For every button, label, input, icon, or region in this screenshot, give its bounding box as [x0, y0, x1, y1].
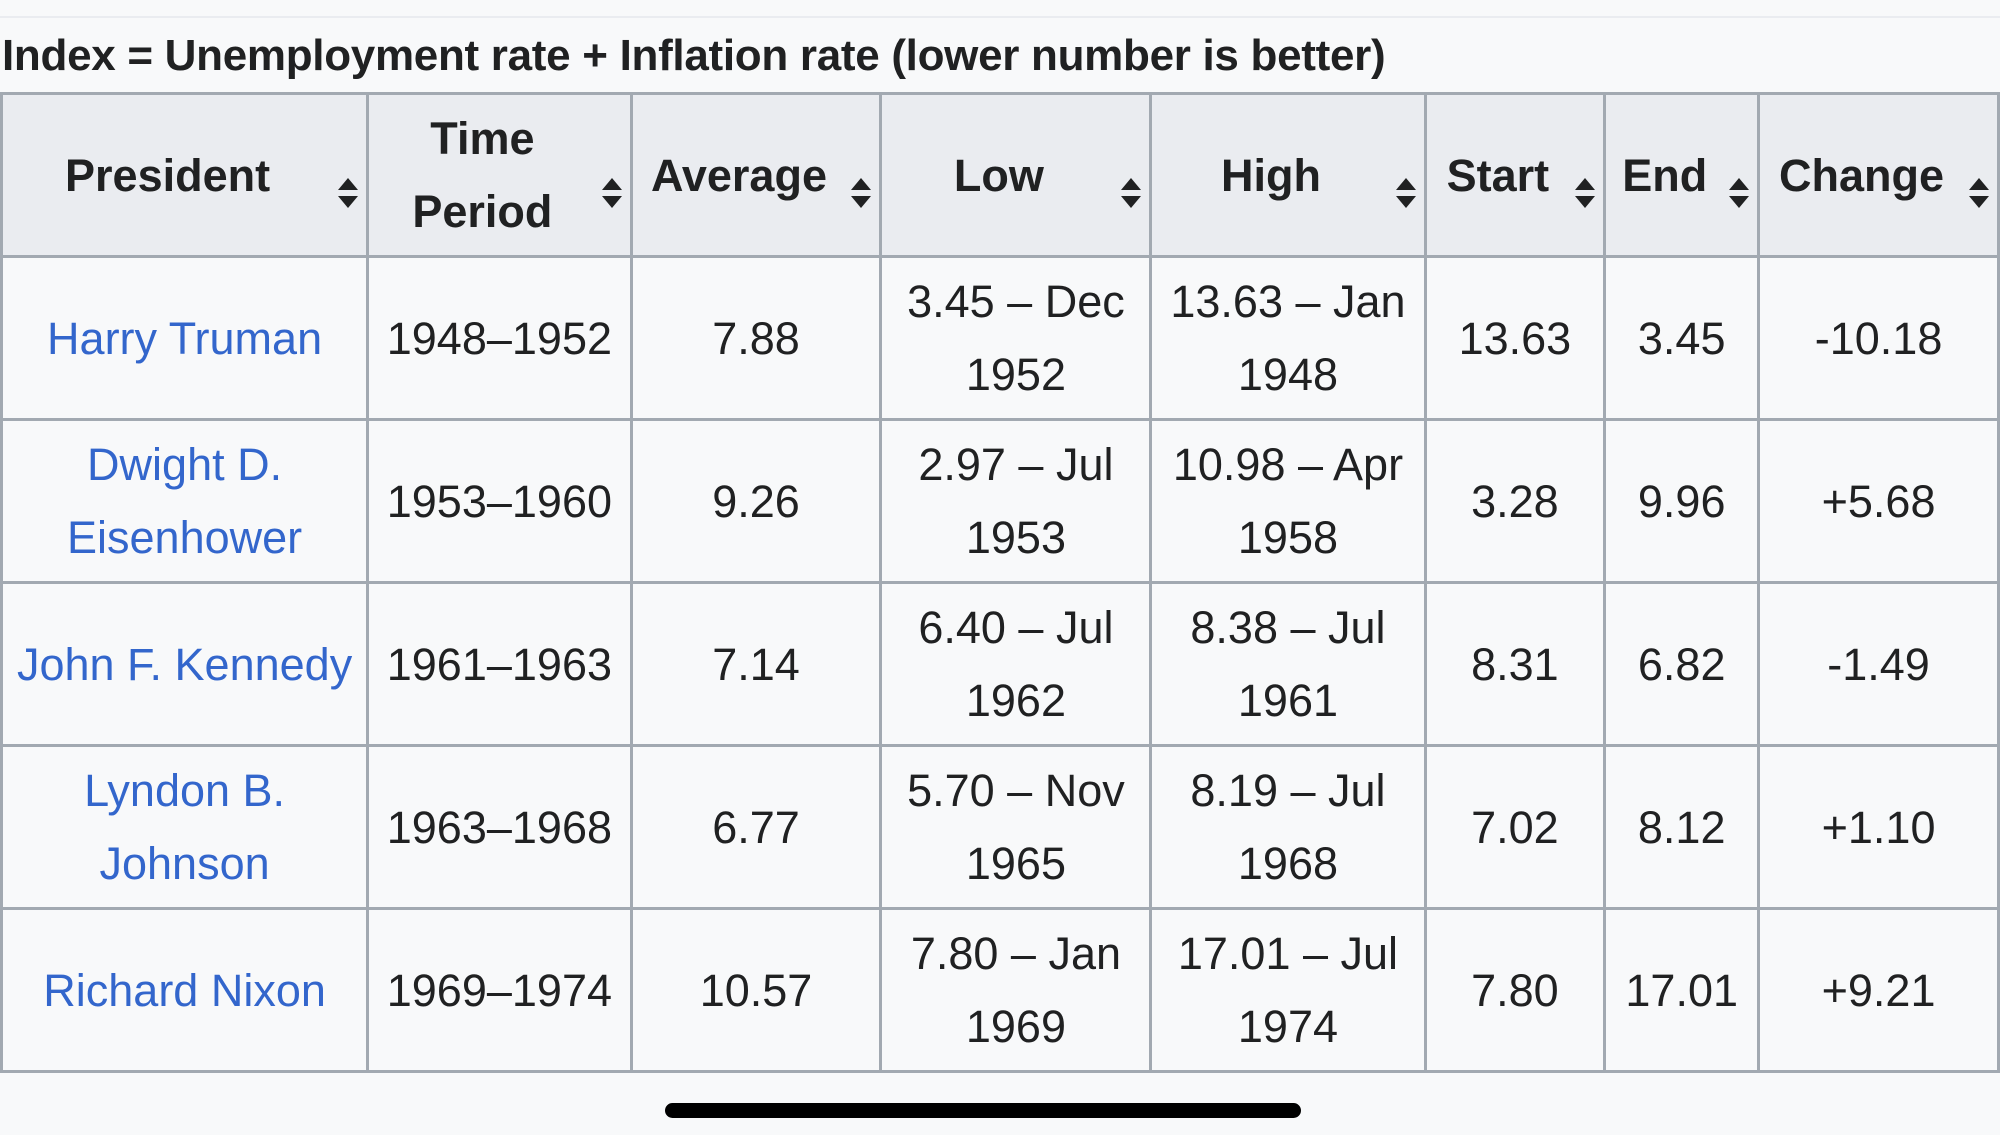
- header-label: Average: [651, 149, 827, 201]
- cell-high: 8.38 – Jul 1961: [1149, 581, 1427, 747]
- cell-change: +1.10: [1757, 744, 2000, 910]
- cell-president: Dwight D. Eisenhower: [0, 418, 370, 584]
- header-time-period[interactable]: Time Period: [366, 92, 633, 258]
- header-label: Change: [1779, 149, 1945, 201]
- cell-low: 2.97 – Jul 1953: [879, 418, 1153, 584]
- sort-up-down-icon[interactable]: [1573, 158, 1597, 208]
- cell-average: 9.26: [629, 418, 883, 584]
- president-link[interactable]: John F. Kennedy: [16, 638, 353, 690]
- cell-high: 10.98 – Apr 1958: [1149, 418, 1427, 584]
- cell-president: Harry Truman: [0, 255, 370, 421]
- top-strip: [0, 0, 2000, 18]
- table-row: John F. Kennedy 1961–1963 7.14 6.40 – Ju…: [0, 581, 2000, 747]
- header-label: President: [65, 149, 271, 201]
- cell-change: -10.18: [1757, 255, 2000, 421]
- header-label: Time Period: [412, 113, 553, 237]
- header-label: Low: [953, 149, 1044, 201]
- sort-up-down-icon[interactable]: [1119, 158, 1143, 208]
- header-row: President Time Period Average Low High S…: [0, 92, 2000, 258]
- cell-average: 10.57: [629, 907, 883, 1073]
- cell-start: 3.28: [1423, 418, 1607, 584]
- sort-up-down-icon[interactable]: [1727, 158, 1751, 208]
- cell-president: John F. Kennedy: [0, 581, 370, 747]
- cell-start: 8.31: [1423, 581, 1607, 747]
- sort-up-down-icon[interactable]: [1394, 158, 1418, 208]
- cell-start: 7.02: [1423, 744, 1607, 910]
- cell-start: 7.80: [1423, 907, 1607, 1073]
- cell-end: 3.45: [1603, 255, 1761, 421]
- cell-end: 9.96: [1603, 418, 1761, 584]
- top-divider: [0, 16, 2000, 18]
- cell-end: 8.12: [1603, 744, 1761, 910]
- sort-up-down-icon[interactable]: [1967, 158, 1991, 208]
- cell-low: 6.40 – Jul 1962: [879, 581, 1153, 747]
- president-link[interactable]: Dwight D. Eisenhower: [67, 439, 303, 563]
- cell-average: 7.14: [629, 581, 883, 747]
- header-start[interactable]: Start: [1423, 92, 1607, 258]
- cell-time-period: 1953–1960: [366, 418, 633, 584]
- president-link[interactable]: Richard Nixon: [43, 964, 326, 1016]
- cell-average: 6.77: [629, 744, 883, 910]
- cell-low: 5.70 – Nov 1965: [879, 744, 1153, 910]
- president-link[interactable]: Harry Truman: [47, 312, 323, 364]
- cell-president: Lyndon B. Johnson: [0, 744, 370, 910]
- cell-high: 17.01 – Jul 1974: [1149, 907, 1427, 1073]
- cell-low: 7.80 – Jan 1969: [879, 907, 1153, 1073]
- header-end[interactable]: End: [1603, 92, 1761, 258]
- header-average[interactable]: Average: [629, 92, 883, 258]
- cell-president: Richard Nixon: [0, 907, 370, 1073]
- cell-end: 17.01: [1603, 907, 1761, 1073]
- cell-start: 13.63: [1423, 255, 1607, 421]
- home-indicator[interactable]: [665, 1103, 1301, 1118]
- table-row: Lyndon B. Johnson 1963–1968 6.77 5.70 – …: [0, 744, 2000, 910]
- table-row: Harry Truman 1948–1952 7.88 3.45 – Dec 1…: [0, 255, 2000, 421]
- sort-up-down-icon[interactable]: [600, 158, 624, 208]
- header-change[interactable]: Change: [1757, 92, 2000, 258]
- president-link[interactable]: Lyndon B. Johnson: [84, 765, 286, 889]
- cell-change: +5.68: [1757, 418, 2000, 584]
- table-row: Richard Nixon 1969–1974 10.57 7.80 – Jan…: [0, 907, 2000, 1073]
- sort-up-down-icon[interactable]: [849, 158, 873, 208]
- cell-time-period: 1948–1952: [366, 255, 633, 421]
- cell-change: +9.21: [1757, 907, 2000, 1073]
- header-label: End: [1622, 149, 1708, 201]
- header-president[interactable]: President: [0, 92, 370, 258]
- cell-time-period: 1961–1963: [366, 581, 633, 747]
- cell-high: 13.63 – Jan 1948: [1149, 255, 1427, 421]
- cell-time-period: 1963–1968: [366, 744, 633, 910]
- cell-average: 7.88: [629, 255, 883, 421]
- header-low[interactable]: Low: [879, 92, 1153, 258]
- presidents-index-table: President Time Period Average Low High S…: [0, 92, 2000, 1073]
- header-label: High: [1220, 149, 1321, 201]
- header-label: Start: [1446, 149, 1550, 201]
- table-row: Dwight D. Eisenhower 1953–1960 9.26 2.97…: [0, 418, 2000, 584]
- cell-time-period: 1969–1974: [366, 907, 633, 1073]
- cell-end: 6.82: [1603, 581, 1761, 747]
- sort-up-down-icon[interactable]: [336, 158, 360, 208]
- cell-low: 3.45 – Dec 1952: [879, 255, 1153, 421]
- cell-high: 8.19 – Jul 1968: [1149, 744, 1427, 910]
- cell-change: -1.49: [1757, 581, 2000, 747]
- table-caption: Index = Unemployment rate + Inflation ra…: [2, 31, 1386, 80]
- header-high[interactable]: High: [1149, 92, 1427, 258]
